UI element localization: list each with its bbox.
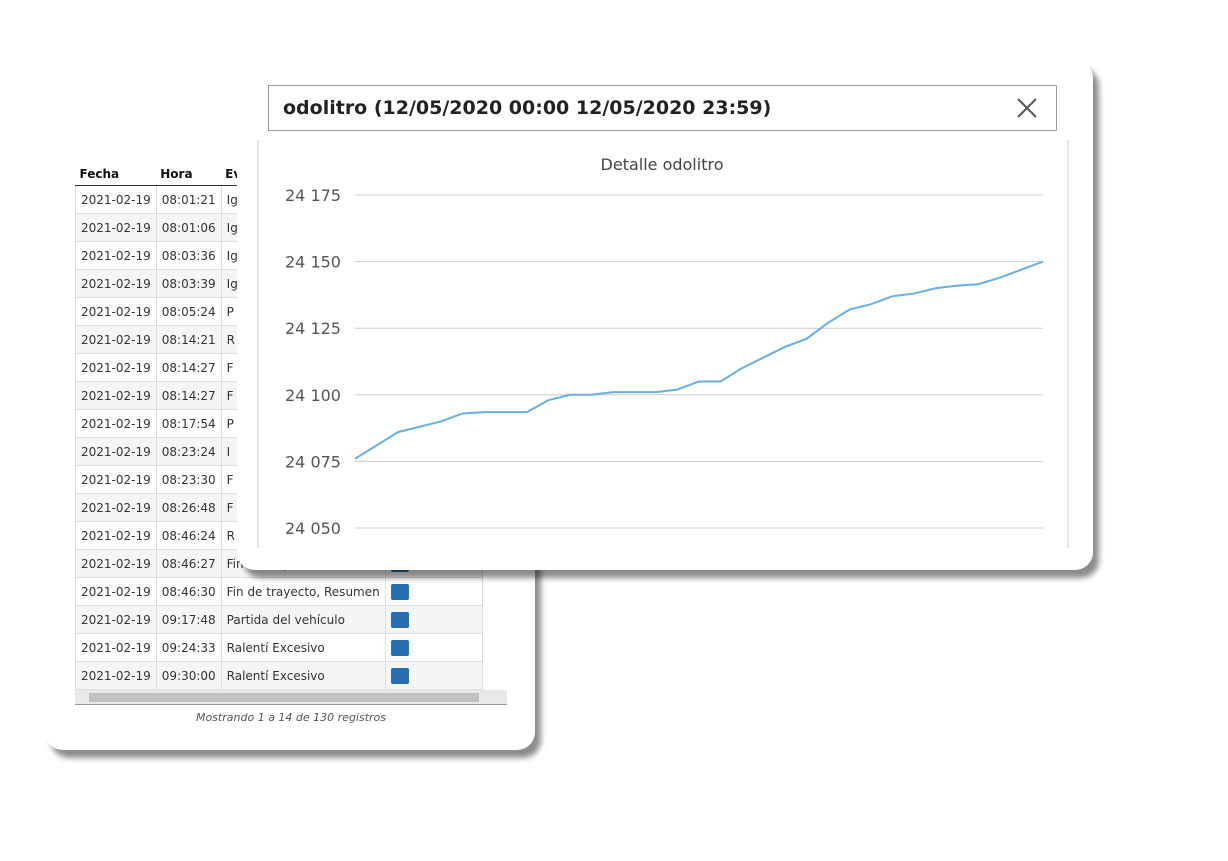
table-cell: 08:14:27 [155,353,222,382]
table-cell: 08:46:24 [155,521,222,550]
modal-title: odolitro (12/05/2020 00:00 12/05/2020 23… [283,97,772,119]
table-cell: 09:24:33 [155,633,222,662]
chart-title: Detalle odolitro [601,155,724,174]
table-row: 2021-02-19 09:24:33 Ralentí Excesivo [75,633,483,662]
table-cell: Ralentí Excesivo [220,661,386,690]
table-cell: 2021-02-19 [75,661,157,690]
chart: Detalle odolitro 24 050 24 075 24 100 24 12… [257,140,1069,548]
table-cell: 2021-02-19 [75,353,157,382]
table-cell: Partida del vehículo [220,605,386,634]
table-cell: 08:01:21 [155,185,222,214]
table-cell: 08:03:39 [155,269,222,298]
map-pin-button[interactable] [390,583,409,600]
table-cell: 08:26:48 [155,493,222,522]
close-button[interactable] [1016,97,1038,119]
table-cell: Ralentí Excesivo [220,633,386,662]
table-cell: 2021-02-19 [75,577,157,606]
table-row: 2021-02-19 09:30:00 Ralentí Excesivo [75,661,483,690]
table-cell: 08:14:27 [155,381,222,410]
map-cell [384,633,483,662]
table-cell: 08:14:21 [155,325,222,354]
map-cell [384,661,483,690]
table-cell: 2021-02-19 [75,521,157,550]
table-cell: 2021-02-19 [75,213,157,242]
table-cell: 2021-02-19 [75,381,157,410]
table-cell: 08:05:24 [155,297,222,326]
table-footer: Mostrando 1 a 14 de 130 registros [195,711,387,724]
horizontal-scrollbar[interactable] [75,690,507,705]
map-cell [384,605,483,634]
map-pin-button[interactable] [390,667,409,684]
y-tick-label: 24 100 [285,386,341,405]
table-cell: 08:46:30 [155,577,222,606]
table-cell: 09:30:00 [155,661,222,690]
y-tick-label: 24 150 [285,253,341,272]
table-cell: 2021-02-19 [75,269,157,298]
map-cell [384,577,483,606]
table-cell: 2021-02-19 [75,605,157,634]
modal: odolitro (12/05/2020 00:00 12/05/2020 23… [237,60,1093,570]
table-cell: 08:23:24 [155,437,222,466]
scroll-thumb[interactable] [89,693,479,702]
table-cell: 08:23:30 [155,465,222,494]
table-cell: 09:17:48 [155,605,222,634]
table-cell: 2021-02-19 [75,549,157,578]
table-row: 2021-02-19 08:46:30 Fin de trayecto, Resum… [75,577,483,606]
column-header: Fecha [75,163,157,186]
y-tick-label: 24 175 [285,186,341,205]
table-cell: 2021-02-19 [75,325,157,354]
y-tick-label: 24 050 [285,519,341,538]
table-cell: 2021-02-19 [75,297,157,326]
table-cell: 2021-02-19 [75,241,157,270]
table-row: 2021-02-19 09:17:48 Partida del vehículo [75,605,483,634]
table-cell: 08:17:54 [155,409,222,438]
table-cell: 2021-02-19 [75,437,157,466]
table-cell: 08:01:06 [155,213,222,242]
y-tick-label: 24 075 [285,452,341,471]
table-cell: 2021-02-19 [75,409,157,438]
column-header: Hora [156,163,222,186]
table-cell: Fin de trayecto, Resumen [220,577,386,606]
table-cell: 2021-02-19 [75,185,157,214]
table-cell: 08:03:36 [155,241,222,270]
table-cell: 2021-02-19 [75,465,157,494]
table-cell: 2021-02-19 [75,493,157,522]
table-cell: 08:46:27 [155,549,222,578]
map-pin-button[interactable] [390,611,409,628]
y-tick-label: 24 125 [285,319,341,338]
data-line [354,260,1044,460]
modal-header: odolitro (12/05/2020 00:00 12/05/2020 23… [268,85,1057,131]
map-pin-button[interactable] [390,639,409,656]
table-cell: 2021-02-19 [75,633,157,662]
